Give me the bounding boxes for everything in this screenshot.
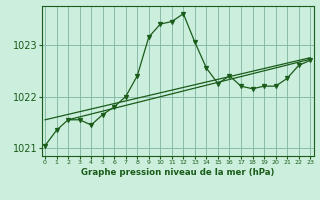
X-axis label: Graphe pression niveau de la mer (hPa): Graphe pression niveau de la mer (hPa) bbox=[81, 168, 274, 177]
